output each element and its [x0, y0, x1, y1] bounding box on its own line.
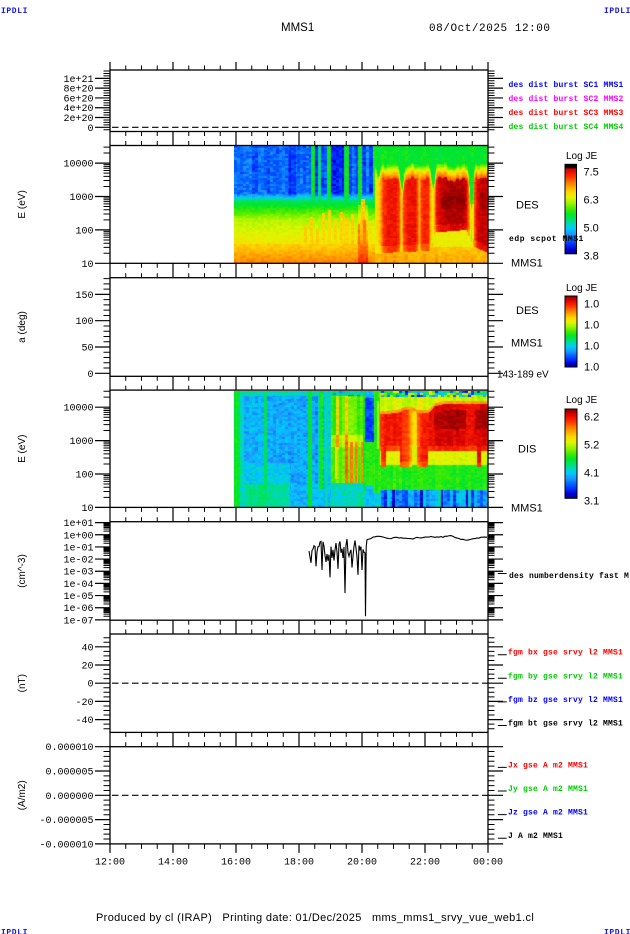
svg-text:IPDLI: IPDLI [604, 7, 630, 16]
svg-text:3.1: 3.1 [584, 496, 599, 508]
svg-text:1e-01: 1e-01 [63, 543, 93, 554]
svg-text:0: 0 [87, 370, 93, 381]
svg-text:Jx gse A m2 MMS1: Jx gse A m2 MMS1 [508, 761, 588, 770]
svg-text:1e+21: 1e+21 [63, 75, 93, 86]
svg-text:22:00: 22:00 [410, 858, 440, 869]
svg-text:E (eV): E (eV) [17, 190, 28, 218]
svg-text:des numberdensity fast M: des numberdensity fast M [509, 572, 629, 581]
svg-text:1e-03: 1e-03 [63, 568, 93, 579]
svg-text:3.8: 3.8 [584, 251, 599, 263]
svg-text:Log JE: Log JE [566, 395, 597, 406]
svg-text:1e-02: 1e-02 [63, 556, 93, 567]
svg-text:(nT): (nT) [17, 674, 28, 692]
svg-text:100: 100 [75, 226, 93, 237]
svg-text:-40: -40 [75, 716, 93, 727]
svg-text:1e+00: 1e+00 [63, 531, 93, 542]
svg-text:6.3: 6.3 [584, 195, 599, 207]
svg-text:1e+01: 1e+01 [63, 519, 93, 530]
svg-text:20:00: 20:00 [347, 858, 377, 869]
svg-text:Jz gse A m2 MMS1: Jz gse A m2 MMS1 [508, 809, 588, 818]
svg-text:des dist burst SC2 MMS2: des dist burst SC2 MMS2 [509, 95, 624, 104]
svg-text:MMS1: MMS1 [511, 258, 543, 270]
svg-text:5.0: 5.0 [584, 223, 599, 235]
svg-text:des dist burst SC4 MMS4: des dist burst SC4 MMS4 [509, 123, 624, 132]
svg-text:0: 0 [87, 124, 93, 135]
svg-text:fgm bt gse srvy l2 MMS1: fgm bt gse srvy l2 MMS1 [508, 720, 623, 729]
svg-text:1.0: 1.0 [584, 361, 599, 373]
svg-text:100: 100 [75, 471, 93, 482]
svg-text:5.2: 5.2 [584, 440, 599, 452]
svg-text:1000: 1000 [69, 193, 93, 204]
svg-text:100: 100 [75, 317, 93, 328]
svg-text:10000: 10000 [63, 160, 93, 171]
svg-text:2e+20: 2e+20 [63, 114, 93, 125]
svg-text:IPDLI: IPDLI [604, 929, 630, 934]
svg-text:Jy gse A m2 MMS1: Jy gse A m2 MMS1 [508, 785, 588, 794]
svg-text:40: 40 [81, 643, 93, 654]
svg-text:fgm bx gse srvy l2 MMS1: fgm bx gse srvy l2 MMS1 [508, 649, 623, 658]
svg-text:des dist burst SC1 MMS1: des dist burst SC1 MMS1 [509, 81, 624, 90]
svg-text:des dist burst SC3 MMS3: des dist burst SC3 MMS3 [509, 109, 624, 118]
svg-text:-20: -20 [75, 698, 93, 709]
svg-text:12:00: 12:00 [95, 858, 125, 869]
svg-text:6.2: 6.2 [584, 412, 599, 424]
svg-text:1e-06: 1e-06 [63, 604, 93, 615]
svg-text:Log JE: Log JE [566, 151, 597, 162]
svg-text:150: 150 [75, 291, 93, 302]
svg-text:IPDLI: IPDLI [1, 929, 28, 934]
svg-text:4e+20: 4e+20 [63, 104, 93, 115]
svg-text:10: 10 [81, 504, 93, 515]
svg-text:4.1: 4.1 [584, 468, 599, 480]
svg-text:7.5: 7.5 [584, 167, 599, 179]
svg-text:a (deg): a (deg) [17, 311, 28, 343]
svg-text:MMS1: MMS1 [511, 338, 543, 350]
svg-text:-0.000005: -0.000005 [39, 816, 93, 827]
svg-text:50: 50 [81, 344, 93, 355]
svg-text:1e-07: 1e-07 [63, 616, 93, 627]
svg-text:10: 10 [81, 260, 93, 271]
svg-text:fgm bz gse srvy l2 MMS1: fgm bz gse srvy l2 MMS1 [508, 696, 623, 705]
svg-text:1e-04: 1e-04 [63, 580, 93, 591]
svg-text:00:00: 00:00 [473, 858, 503, 869]
svg-text:MMS1: MMS1 [511, 503, 543, 515]
svg-text:DES: DES [516, 305, 539, 317]
svg-text:1.0: 1.0 [584, 319, 599, 331]
svg-text:16:00: 16:00 [221, 858, 251, 869]
svg-text:10000: 10000 [63, 404, 93, 415]
svg-text:E (eV): E (eV) [17, 435, 28, 463]
svg-text:J A m2 MMS1: J A m2 MMS1 [508, 832, 563, 841]
svg-text:Log JE: Log JE [566, 283, 597, 294]
svg-text:MMS1: MMS1 [281, 22, 314, 34]
svg-text:0.000000: 0.000000 [45, 792, 93, 803]
svg-text:143-189 eV: 143-189 eV [497, 370, 549, 381]
svg-text:18:00: 18:00 [284, 858, 314, 869]
svg-text:1000: 1000 [69, 437, 93, 448]
svg-text:6e+20: 6e+20 [63, 94, 93, 105]
svg-text:20: 20 [81, 662, 93, 673]
svg-text:8e+20: 8e+20 [63, 85, 93, 96]
svg-text:fgm by gse srvy l2 MMS1: fgm by gse srvy l2 MMS1 [508, 672, 623, 681]
svg-text:1.0: 1.0 [584, 340, 599, 352]
svg-text:DES: DES [516, 200, 539, 212]
svg-text:(cm^-3): (cm^-3) [17, 554, 28, 588]
svg-text:0: 0 [87, 680, 93, 691]
svg-text:Produced by cl (IRAP) Printi: Produced by cl (IRAP) Printing date: 01/… [96, 912, 534, 924]
svg-text:0.000010: 0.000010 [45, 743, 93, 754]
svg-text:-0.000010: -0.000010 [39, 840, 93, 851]
svg-text:08/Oct/2025 12:00: 08/Oct/2025 12:00 [429, 23, 551, 35]
svg-text:edp scpot MMS1: edp scpot MMS1 [509, 235, 584, 244]
svg-text:(A/m2): (A/m2) [17, 780, 28, 810]
svg-text:DIS: DIS [518, 444, 536, 456]
svg-text:IPDLI: IPDLI [1, 7, 28, 16]
svg-text:1.0: 1.0 [584, 298, 599, 310]
svg-text:0.000005: 0.000005 [45, 768, 93, 779]
svg-text:1e-05: 1e-05 [63, 592, 93, 603]
svg-text:14:00: 14:00 [158, 858, 188, 869]
